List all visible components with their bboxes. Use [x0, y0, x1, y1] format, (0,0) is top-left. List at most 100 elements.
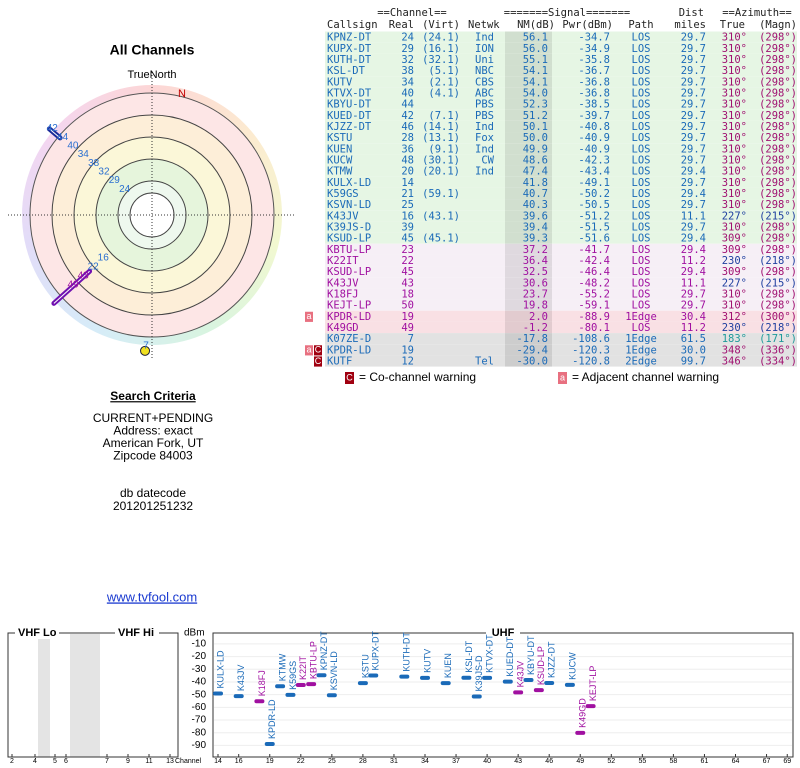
table-cell: 29.7: [681, 43, 706, 55]
table-cell: 310°: [722, 166, 747, 178]
table-cell: LOS: [632, 121, 651, 133]
x-tick-label: 7: [105, 758, 109, 765]
table-cell: K07ZE-D: [327, 333, 371, 345]
table-cell: (43.1): [422, 210, 460, 222]
table-cell: 310°: [722, 65, 747, 77]
table-cell: -51.2: [578, 210, 610, 222]
table-cell: KSUD-LP: [327, 266, 371, 278]
table-cell: 29.7: [681, 87, 706, 99]
table-cell: (298°): [759, 288, 797, 300]
table-cell: 39.6: [523, 210, 548, 222]
table-cell: (298°): [759, 221, 797, 233]
table-cell: (300°): [759, 311, 797, 323]
table-cell: Fox: [475, 132, 494, 144]
table-cell: 310°: [722, 54, 747, 66]
nm-cell-background: [505, 221, 552, 233]
table-cell: 99.7: [681, 356, 706, 368]
table-cell: 2.0: [529, 311, 548, 323]
table-cell: -51.5: [578, 221, 610, 233]
table-cell: 310°: [722, 288, 747, 300]
table-cell: 42: [401, 110, 414, 122]
table-cell: KUEN: [327, 143, 352, 155]
search-line: American Fork, UT: [103, 436, 204, 450]
table-cell: 310°: [722, 300, 747, 312]
table-cell: 310°: [722, 32, 747, 44]
signal-bar: [326, 693, 337, 698]
station-label: KUTH-DT: [402, 632, 412, 672]
table-cell: (7.1): [428, 110, 460, 122]
y-tick-label: -80: [192, 727, 207, 738]
table-cell: -51.6: [578, 233, 610, 245]
table-cell: -39.7: [578, 110, 610, 122]
row-background: [325, 221, 797, 233]
table-cell: 40.3: [523, 199, 548, 211]
nm-cell-background: [505, 187, 552, 200]
table-cell: 29.7: [681, 177, 706, 189]
table-cell: 29.4: [681, 166, 706, 178]
table-cell: LOS: [632, 143, 651, 155]
table-cell: 310°: [722, 132, 747, 144]
polar-label: 7: [143, 340, 149, 351]
table-cell: 29.4: [681, 188, 706, 200]
table-cell: 50: [401, 300, 414, 312]
band-label: UHF: [492, 627, 515, 639]
table-cell: KTMW: [327, 166, 353, 178]
station-label: KULX-LD: [215, 650, 225, 689]
y-tick-label: -30: [192, 664, 207, 675]
table-cell: 29.7: [681, 110, 706, 122]
polar-label: 49: [68, 280, 80, 291]
datecode: 201201251232: [113, 499, 193, 513]
x-tick-label: 46: [545, 758, 553, 765]
nm-cell-background: [505, 210, 552, 222]
table-cell: Ind: [475, 166, 494, 178]
table-cell: 48: [401, 154, 414, 166]
x-tick-label: 5: [53, 758, 57, 765]
table-cell: -48.2: [578, 277, 610, 289]
table-cell: -36.7: [578, 65, 610, 77]
nm-cell-background: [505, 199, 552, 211]
row-background: [325, 243, 797, 255]
table-cell: 56.1: [523, 32, 548, 44]
x-tick-label: 19: [266, 758, 274, 765]
table-cell: LOS: [632, 154, 651, 166]
legend-badge: [345, 372, 354, 384]
table-cell: 19: [401, 344, 414, 356]
polar-label: 22: [88, 262, 100, 273]
table-cell: CBS: [475, 76, 494, 88]
row-background: [325, 210, 797, 222]
band-label: VHF Hi: [118, 627, 154, 639]
table-cell: -59.1: [578, 300, 610, 312]
table-cell: 39.3: [523, 233, 548, 245]
station-label: K22IT: [298, 655, 308, 680]
table-cell: LOS: [632, 65, 651, 77]
nm-cell-background: [505, 87, 552, 99]
table-cell: Tel: [475, 356, 494, 368]
row-background: [325, 154, 797, 166]
table-cell: LOS: [632, 32, 651, 44]
station-label: KSVN-LD: [329, 651, 339, 691]
table-cell: PBS: [475, 110, 494, 122]
table-cell: 16: [401, 210, 414, 222]
table-cell: 310°: [722, 43, 747, 55]
table-cell: Ind: [475, 121, 494, 133]
table-cell: 23.7: [523, 288, 548, 300]
table-cell: 36.4: [523, 255, 548, 267]
x-tick-label: 16: [235, 758, 243, 765]
table-cell: 29.7: [681, 121, 706, 133]
table-cell: 54.0: [523, 87, 548, 99]
header-group: ==Azimuth==: [722, 7, 792, 19]
x-tick-label: 14: [214, 758, 222, 765]
station-label: KSUD-LP: [536, 646, 546, 685]
table-cell: 310°: [722, 121, 747, 133]
table-cell: 32.5: [523, 266, 548, 278]
table-cell: 29.4: [681, 266, 706, 278]
table-cell: LOS: [632, 255, 651, 267]
row-background: [325, 98, 797, 110]
row-background: [325, 277, 797, 289]
table-cell: 312°: [722, 311, 747, 323]
search-line: Address: exact: [113, 424, 193, 438]
table-cell: -34.9: [578, 43, 610, 55]
table-cell: LOS: [632, 233, 651, 245]
site-link[interactable]: www.tvfool.com: [106, 589, 197, 604]
table-cell: KUPX-DT: [327, 43, 372, 55]
